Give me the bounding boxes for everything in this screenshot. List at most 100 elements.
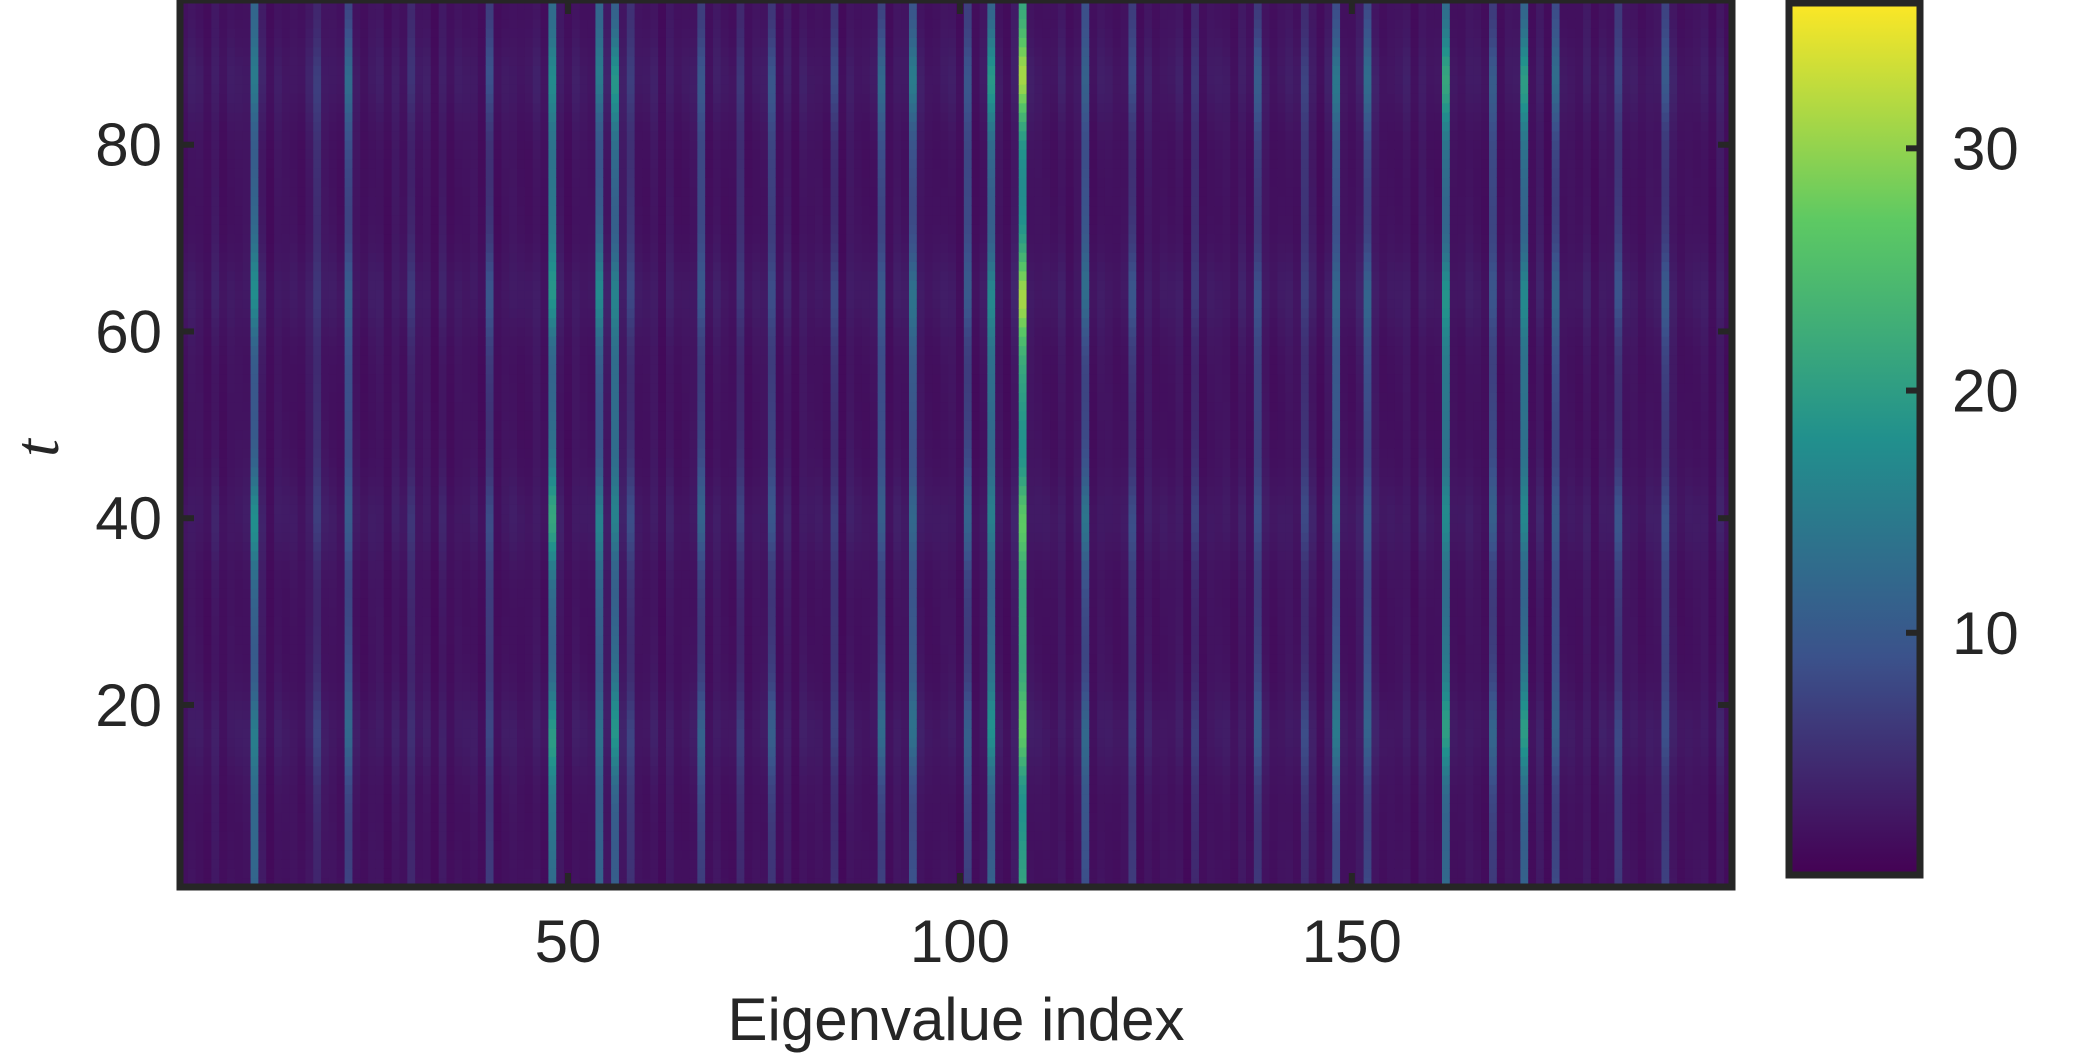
heatmap-cell — [297, 74, 307, 85]
heatmap-cell — [430, 672, 440, 683]
heatmap-cell — [360, 37, 369, 48]
heatmap-cell — [242, 588, 252, 599]
heatmap-cell — [281, 298, 291, 309]
heatmap-cell — [352, 121, 361, 132]
heatmap-cell — [336, 168, 346, 178]
heatmap-cell — [571, 877, 581, 888]
heatmap-cell — [540, 420, 550, 431]
heatmap-cell — [274, 476, 283, 487]
heatmap-cell — [195, 560, 205, 571]
heatmap-cell — [297, 728, 307, 739]
heatmap-cell — [227, 709, 236, 720]
heatmap-cell — [571, 28, 581, 38]
heatmap-cell — [524, 392, 534, 403]
heatmap-cell — [422, 186, 432, 197]
heatmap-cell — [180, 709, 189, 720]
heatmap-cell — [321, 177, 330, 188]
heatmap-cell — [266, 634, 275, 645]
heatmap-cell — [446, 46, 455, 57]
heatmap-cell — [321, 625, 330, 636]
heatmap-cell — [321, 373, 330, 384]
heatmap-cell — [446, 662, 455, 673]
heatmap-cell — [274, 196, 283, 207]
heatmap-cell — [477, 438, 487, 449]
heatmap-cell — [556, 476, 565, 487]
heatmap-cell — [579, 9, 589, 20]
heatmap-cell — [556, 429, 565, 440]
heatmap-cell — [250, 718, 259, 729]
heatmap-cell — [548, 410, 557, 421]
heatmap-cell — [313, 289, 322, 300]
heatmap-cell — [415, 541, 424, 552]
heatmap-cell — [289, 448, 299, 459]
heatmap-cell — [328, 345, 338, 356]
heatmap-cell — [524, 448, 534, 459]
heatmap-cell — [548, 774, 557, 785]
heatmap-cell — [564, 56, 573, 66]
heatmap-cell — [556, 308, 565, 319]
heatmap-cell — [336, 140, 346, 150]
heatmap-cell — [281, 354, 291, 365]
heatmap-cell — [281, 728, 291, 739]
heatmap-cell — [211, 466, 220, 477]
heatmap-cell — [438, 728, 448, 739]
heatmap-cell — [203, 382, 212, 393]
heatmap-cell — [493, 252, 502, 263]
heatmap-cell — [477, 774, 487, 785]
heatmap-cell — [195, 476, 205, 487]
heatmap-cell — [227, 681, 236, 692]
heatmap-cell — [180, 186, 189, 197]
heatmap-cell — [415, 485, 424, 496]
heatmap-cell — [540, 177, 550, 188]
heatmap-cell — [313, 746, 322, 757]
heatmap-cell — [438, 877, 448, 888]
heatmap-cell — [462, 662, 471, 673]
heatmap-cell — [368, 541, 377, 552]
heatmap-cell — [501, 532, 510, 543]
heatmap-cell — [242, 728, 252, 739]
heatmap-cell — [234, 56, 244, 66]
heatmap-cell — [485, 28, 495, 38]
heatmap-cell — [446, 532, 455, 543]
heatmap-cell — [430, 821, 440, 832]
heatmap-cell — [509, 373, 518, 384]
heatmap-cell — [571, 718, 581, 729]
heatmap-cell — [548, 112, 557, 122]
heatmap-cell — [250, 597, 259, 608]
heatmap-cell — [289, 392, 299, 403]
heatmap-cell — [391, 214, 401, 225]
heatmap-cell — [234, 0, 244, 10]
heatmap-cell — [368, 354, 377, 365]
heatmap-cell — [227, 9, 236, 20]
heatmap-cell — [391, 233, 401, 244]
heatmap-cell — [548, 205, 557, 216]
heatmap-cell — [258, 709, 267, 720]
heatmap-cell — [360, 326, 369, 337]
heatmap-cell — [430, 634, 440, 645]
heatmap-cell — [281, 401, 291, 412]
heatmap-cell — [579, 205, 589, 216]
heatmap-cell — [470, 270, 479, 281]
heatmap-cell — [383, 336, 393, 347]
heatmap-cell — [250, 410, 259, 421]
heatmap-cell — [305, 37, 314, 48]
heatmap-cell — [454, 28, 463, 38]
heatmap-cell — [266, 662, 275, 673]
heatmap-cell — [203, 354, 212, 365]
heatmap-cell — [234, 410, 244, 421]
heatmap-cell — [195, 504, 205, 515]
heatmap-cell — [281, 177, 291, 188]
heatmap-cell — [297, 373, 307, 384]
heatmap-cell — [203, 9, 212, 20]
heatmap-cell — [454, 121, 463, 132]
heatmap-cell — [180, 373, 189, 384]
heatmap-cell — [415, 476, 424, 487]
heatmap-cell — [532, 877, 542, 888]
heatmap-cell — [485, 149, 495, 160]
heatmap-cell — [368, 625, 377, 636]
heatmap-cell — [485, 662, 495, 673]
heatmap-cell — [485, 700, 495, 711]
heatmap-cell — [524, 102, 534, 113]
heatmap-cell — [195, 233, 205, 244]
heatmap-cell — [524, 121, 534, 132]
